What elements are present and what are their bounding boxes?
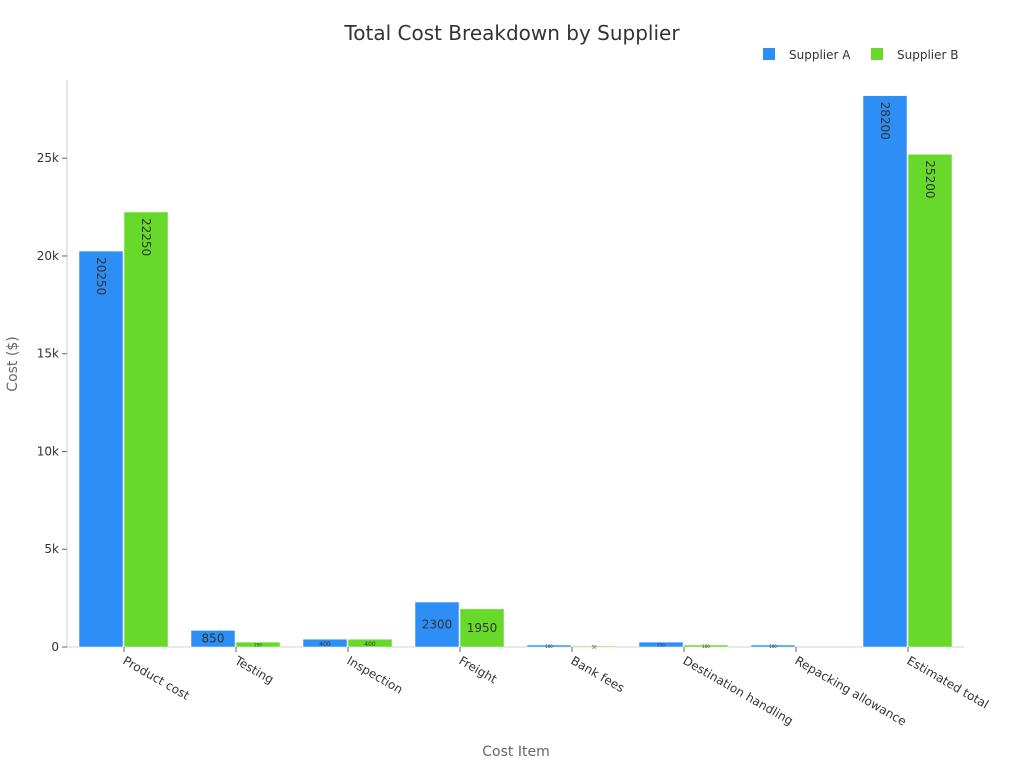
data-label-supplier-b-estimated-total: 25200 bbox=[923, 160, 937, 198]
legend: Supplier A Supplier B bbox=[763, 48, 959, 62]
y-tick-label: 15k bbox=[37, 347, 59, 361]
y-axis-title: Cost ($) bbox=[5, 336, 21, 391]
x-tick-label-testing: Testing bbox=[232, 653, 276, 687]
legend-swatch-supplier-b bbox=[871, 48, 883, 60]
x-tick-label-repacking-allowance: Repacking allowance bbox=[793, 653, 909, 728]
x-tick-label-freight: Freight bbox=[457, 653, 500, 686]
bar-supplier-b-destination-handling[interactable] bbox=[683, 644, 729, 648]
bar-supplier-b-product-cost[interactable] bbox=[123, 211, 169, 648]
legend-label-supplier-b: Supplier B bbox=[897, 48, 959, 62]
data-label-supplier-b-freight: 1950 bbox=[467, 621, 498, 635]
bar-supplier-a-product-cost[interactable] bbox=[78, 250, 124, 648]
bar-supplier-a-inspection[interactable] bbox=[302, 638, 348, 648]
data-label-supplier-a-product-cost: 20250 bbox=[94, 257, 108, 295]
data-label-supplier-a-inspection: 400 bbox=[319, 641, 331, 648]
data-label-supplier-a-bank-fees: 100 bbox=[545, 644, 553, 649]
y-tick-label: 5k bbox=[44, 542, 59, 556]
bar-supplier-a-testing[interactable] bbox=[190, 630, 236, 648]
data-label-supplier-b-destination-handling: 100 bbox=[702, 644, 710, 649]
data-label-supplier-a-repacking-allowance: 100 bbox=[769, 644, 777, 649]
bar-supplier-b-testing[interactable] bbox=[235, 641, 281, 648]
chart-title: Total Cost Breakdown by Supplier bbox=[343, 21, 680, 45]
legend-label-supplier-a: Supplier A bbox=[789, 48, 851, 62]
x-axis-ticks: Product cost Testing Inspection Freight Bank… bbox=[121, 647, 992, 729]
y-tick-label: 20k bbox=[37, 249, 59, 263]
bar-supplier-a-estimated-total[interactable] bbox=[862, 95, 908, 648]
data-label-supplier-b-bank-fees: 50 bbox=[591, 645, 597, 650]
bar-supplier-b-estimated-total[interactable] bbox=[907, 154, 953, 648]
data-label-supplier-a-freight: 2300 bbox=[422, 618, 453, 632]
data-label-supplier-b-product-cost: 22250 bbox=[139, 218, 153, 256]
y-tick-label: 10k bbox=[37, 444, 59, 458]
x-tick-label-destination-handling: Destination handling bbox=[681, 653, 796, 727]
x-tick-label-bank-fees: Bank fees bbox=[569, 653, 627, 695]
data-labels: 20250 22250 850 250 400 400 2300 1950 100 50 250 10… bbox=[94, 102, 937, 650]
bar-supplier-a-destination-handling[interactable] bbox=[638, 641, 684, 648]
bars bbox=[78, 95, 953, 648]
x-tick-label-product-cost: Product cost bbox=[121, 653, 193, 702]
data-label-supplier-b-testing: 250 bbox=[254, 643, 262, 648]
y-tick-label: 25k bbox=[37, 151, 59, 165]
bar-supplier-a-freight[interactable] bbox=[414, 601, 460, 648]
bar-supplier-b-freight[interactable] bbox=[459, 608, 505, 648]
x-tick-label-estimated-total: Estimated total bbox=[905, 653, 992, 711]
legend-swatch-supplier-a bbox=[763, 48, 775, 60]
data-label-supplier-a-destination-handling: 250 bbox=[657, 643, 665, 648]
data-label-supplier-a-estimated-total: 28200 bbox=[878, 102, 892, 140]
bar-supplier-a-bank-fees[interactable] bbox=[526, 644, 572, 648]
x-axis-title: Cost Item bbox=[482, 744, 549, 760]
data-label-supplier-a-testing: 850 bbox=[202, 632, 225, 646]
bar-supplier-b-bank-fees[interactable] bbox=[571, 645, 617, 648]
y-axis-ticks: 0 5k 10k 15k 20k 25k bbox=[37, 151, 67, 654]
y-tick-label: 0 bbox=[51, 640, 59, 654]
bar-supplier-b-inspection[interactable] bbox=[347, 638, 393, 648]
x-tick-label-inspection: Inspection bbox=[345, 653, 406, 696]
bar-supplier-a-repacking-allowance[interactable] bbox=[750, 644, 796, 648]
data-label-supplier-b-inspection: 400 bbox=[364, 641, 376, 648]
